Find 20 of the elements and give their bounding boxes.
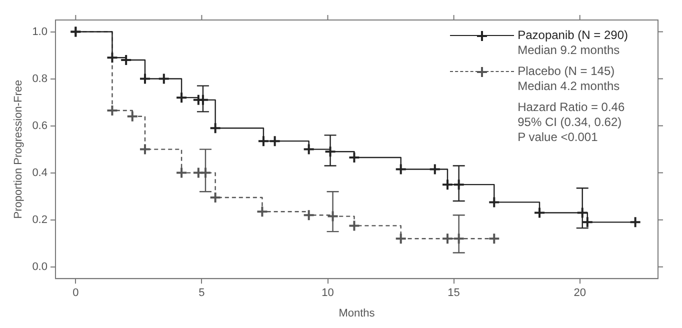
x-tick-label: 15 bbox=[448, 287, 460, 300]
annotation: Hazard Ratio = 0.46 bbox=[518, 100, 625, 114]
text: Pazopanib (N = 290) bbox=[518, 28, 628, 43]
y-axis-title: Proportion Progression-Free bbox=[12, 80, 25, 219]
y-tick-label: 0.0 bbox=[32, 260, 48, 273]
annotation: Median 4.2 months bbox=[518, 79, 621, 94]
y-tick-label: 0.2 bbox=[32, 214, 48, 226]
annotation: Median 9.2 months bbox=[518, 43, 621, 58]
x-tick-label: 20 bbox=[574, 287, 586, 300]
y-tick-label: 0.8 bbox=[32, 72, 48, 85]
y-tick-label: 0.4 bbox=[32, 166, 48, 179]
annotation: 95% CI (0.34, 0.62) bbox=[518, 115, 622, 129]
x-tick-label: 10 bbox=[322, 287, 334, 300]
x-axis-title: Months bbox=[338, 307, 376, 320]
y-tick-label: 1.0 bbox=[32, 26, 48, 38]
text: Placebo (N = 145) bbox=[518, 64, 615, 79]
x-tick-label: 5 bbox=[198, 287, 205, 300]
y-tick-label: 0.6 bbox=[32, 120, 48, 132]
x-tick-label: 0 bbox=[72, 287, 79, 300]
annotation: P value <0.001 bbox=[518, 130, 598, 144]
